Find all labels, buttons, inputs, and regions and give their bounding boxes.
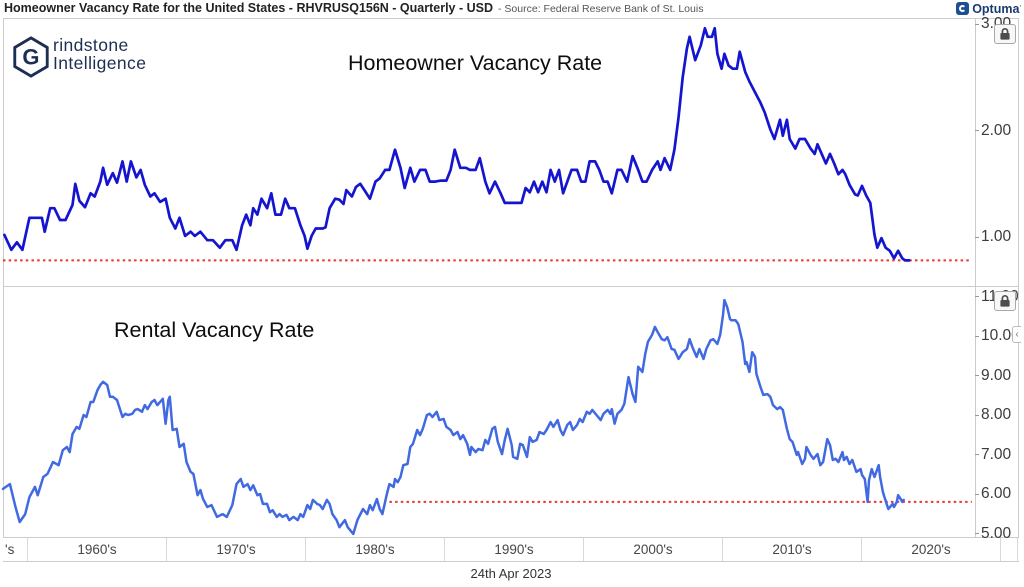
x-axis-scale[interactable]: 's 1960's 1970's 1980's 1990's 2000's 2010's 20…: [3, 537, 1019, 562]
x-axis-cell: 2000's: [584, 538, 723, 561]
y-tick-mark: [975, 414, 979, 416]
chart-title: Homeowner Vacancy Rate for the United St…: [4, 1, 494, 15]
homeowner-chart-canvas[interactable]: [0, 18, 975, 286]
x-axis-cell: 2010's: [723, 538, 862, 561]
y-tick-label[interactable]: 7.00: [981, 445, 1012, 463]
x-axis-cell: 1960's: [28, 538, 167, 561]
panel-divider[interactable]: [3, 286, 1019, 287]
frame-left-border: [3, 18, 4, 562]
scale-lock-button-top[interactable]: [994, 24, 1016, 44]
y-tick-label[interactable]: 1.00: [981, 228, 1012, 245]
y-tick-label[interactable]: 6.00: [981, 485, 1012, 502]
x-axis-cell: 1970's: [167, 538, 306, 561]
lock-icon: [1000, 28, 1010, 40]
y-tick-label[interactable]: 10.00: [981, 327, 1020, 344]
chart-title-bar: Homeowner Vacancy Rate for the United St…: [4, 1, 703, 15]
optuma-logo-text: Optuma: [972, 1, 1020, 16]
x-axis-cell: [1001, 538, 1018, 561]
svg-text:G: G: [22, 45, 39, 70]
logo-line-2: Intelligence: [53, 53, 147, 73]
y-tick-label[interactable]: 2.00: [981, 121, 1012, 139]
panel-collapse-chevron[interactable]: ‹: [1012, 326, 1021, 343]
chart-header: Homeowner Vacancy Rate for the United St…: [0, 0, 1024, 18]
y-tick-mark: [975, 296, 979, 297]
y-tick-mark: [975, 533, 979, 534]
rental-panel-title: Rental Vacancy Rate: [114, 318, 315, 342]
chart-source-label: - Source: Federal Reserve Bank of St. Lo…: [498, 3, 704, 15]
y-tick-mark: [975, 335, 979, 337]
x-axis-cell: 1990's: [445, 538, 584, 561]
frame-right-border: [1018, 18, 1019, 562]
hexagon-g-icon: G: [13, 36, 49, 78]
lock-icon: [1000, 295, 1010, 307]
panel-top-border: [3, 18, 1019, 19]
grindstone-logo-text: rindstone Intelligence: [53, 36, 146, 72]
rental-chart-canvas[interactable]: [0, 286, 975, 537]
y-tick-mark: [975, 493, 979, 495]
trademark-mark: ’: [1019, 5, 1021, 12]
y-tick-mark: [975, 236, 979, 238]
logo-line-1: rindstone: [53, 35, 129, 55]
bottom-series-line[interactable]: [1, 298, 905, 536]
x-axis-cell: 1980's: [306, 538, 445, 561]
grindstone-logo: G rindstone Intelligence: [10, 34, 210, 80]
top-series-line[interactable]: [3, 26, 911, 262]
y-tick-label[interactable]: 9.00: [981, 366, 1012, 384]
optuma-logo-icon: [956, 2, 970, 15]
x-axis-cell: 2020's: [862, 538, 1001, 561]
optuma-brand: Optuma ’: [956, 1, 1021, 16]
y-tick-mark: [975, 375, 979, 376]
y-tick-mark: [975, 130, 979, 131]
y-axis-border: [975, 18, 976, 537]
scale-lock-button-bottom[interactable]: [994, 291, 1016, 311]
x-axis-cell: 's: [3, 538, 28, 561]
homeowner-panel-title: Homeowner Vacancy Rate: [348, 51, 603, 75]
y-tick-mark: [975, 23, 979, 25]
chart-date-label: 24th Apr 2023: [470, 566, 552, 581]
y-tick-label[interactable]: 5.00: [981, 524, 1012, 542]
y-tick-mark: [975, 454, 979, 455]
y-tick-label[interactable]: 8.00: [981, 406, 1012, 423]
